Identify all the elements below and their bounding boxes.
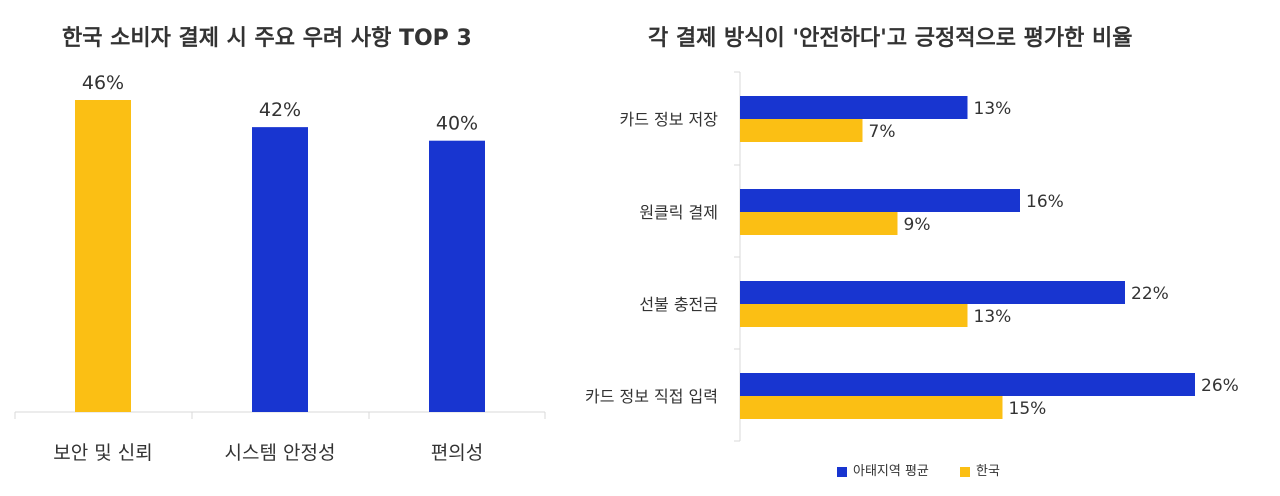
bar	[75, 100, 131, 412]
bar-value-label: 9%	[904, 215, 931, 235]
legend-swatch	[960, 466, 970, 477]
bar	[429, 140, 485, 412]
bar-value-label: 15%	[1009, 399, 1047, 419]
left-chart-title: 한국 소비자 결제 시 주요 우려 사항 TOP 3	[62, 26, 472, 51]
legend-label: 아태지역 평균	[853, 464, 929, 479]
category-label: 편의성	[431, 442, 483, 464]
category-label: 선불 충전금	[639, 295, 718, 314]
bar-value-label: 42%	[259, 99, 301, 121]
bar	[740, 396, 1003, 419]
bar-value-label: 46%	[82, 72, 124, 94]
category-label: 보안 및 신뢰	[53, 442, 152, 464]
category-label: 원클릭 결제	[639, 203, 718, 222]
legend-item: 아태지역 평균	[837, 460, 929, 479]
category-label: 시스템 안정성	[225, 442, 336, 464]
right-chart-title: 각 결제 방식이 '안전하다'고 긍정적으로 평가한 비율	[648, 26, 1133, 51]
bar-value-label: 16%	[1026, 192, 1064, 212]
legend-item: 한국	[960, 460, 1000, 479]
legend-label: 한국	[976, 464, 1000, 479]
bar	[740, 281, 1125, 304]
bar	[740, 119, 863, 142]
bar-value-label: 40%	[436, 113, 478, 135]
bar	[740, 304, 968, 327]
bar	[740, 373, 1195, 396]
bar	[740, 212, 898, 235]
category-label: 카드 정보 직접 입력	[585, 387, 718, 406]
category-label: 카드 정보 저장	[620, 110, 719, 129]
bar	[740, 189, 1020, 212]
bar	[252, 127, 308, 412]
bar-value-label: 7%	[869, 122, 896, 142]
bar	[740, 96, 968, 119]
bar-value-label: 26%	[1201, 376, 1239, 396]
bar-value-label: 22%	[1131, 284, 1169, 304]
right-chart-legend: 아태지역 평균 한국	[0, 460, 1280, 482]
legend-swatch	[837, 466, 847, 477]
bar-value-label: 13%	[974, 99, 1012, 119]
bar-value-label: 13%	[974, 307, 1012, 327]
left-bar-chart: 46% 보안 및 신뢰 42% 시스템 안정성 40% 편의성	[14, 72, 546, 464]
